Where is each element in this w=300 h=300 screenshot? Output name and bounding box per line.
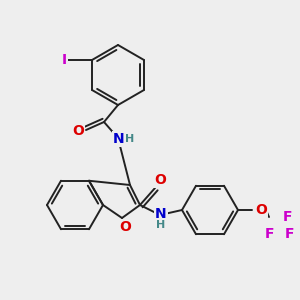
Text: O: O [119, 220, 131, 234]
Text: O: O [154, 173, 166, 187]
Text: O: O [255, 203, 267, 217]
Text: N: N [113, 132, 125, 146]
Text: N: N [155, 207, 167, 221]
Text: O: O [72, 124, 84, 138]
Text: F: F [265, 227, 275, 241]
Text: I: I [61, 53, 67, 67]
Text: F: F [285, 227, 295, 241]
Text: H: H [156, 220, 166, 230]
Text: H: H [125, 134, 135, 144]
Text: F: F [283, 210, 293, 224]
